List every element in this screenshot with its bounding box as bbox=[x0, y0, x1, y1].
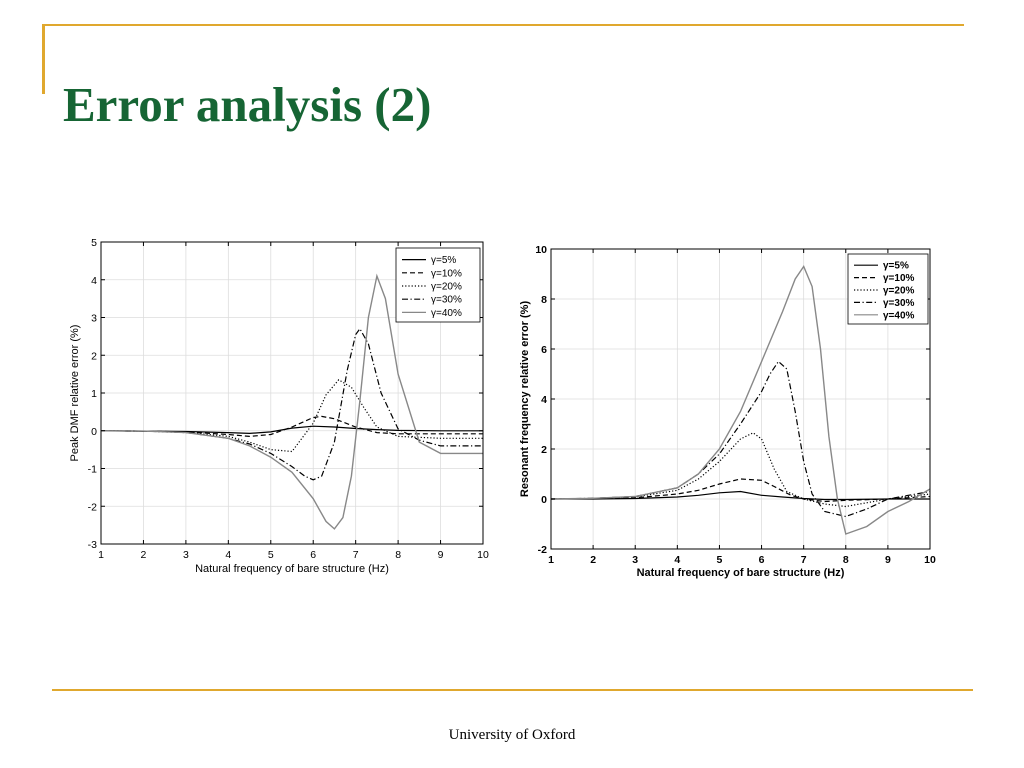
x-tick-label: 10 bbox=[924, 554, 936, 566]
x-tick-label: 3 bbox=[632, 554, 638, 566]
x-axis-label: Natural frequency of bare structure (Hz) bbox=[637, 567, 845, 579]
legend: γ=5%γ=10% γ=20%γ=30%γ=40% bbox=[847, 253, 929, 325]
series-line-2 bbox=[550, 478, 931, 503]
y-axis-label: Resonant frequency relative error (%) bbox=[519, 301, 531, 498]
x-tick-label: 5 bbox=[717, 554, 723, 566]
y-tick-label: 3 bbox=[91, 313, 97, 325]
y-tick-label: 2 bbox=[91, 350, 97, 362]
y-tick-label: 5 bbox=[91, 237, 97, 249]
legend-label: γ=10% bbox=[883, 273, 915, 284]
series-line-1 bbox=[551, 490, 930, 501]
x-tick-label: 9 bbox=[885, 554, 891, 566]
series-line-5 bbox=[550, 265, 931, 535]
y-tick-label: 6 bbox=[541, 344, 547, 356]
y-tick-label: -2 bbox=[538, 544, 547, 556]
y-tick-label: 0 bbox=[541, 494, 547, 506]
accent-vertical-line bbox=[42, 24, 45, 94]
legend-label: γ=30% bbox=[431, 295, 462, 306]
slide-footer: University of Oxford bbox=[448, 727, 576, 743]
x-tick-label: 4 bbox=[674, 554, 680, 566]
accent-top-line bbox=[42, 24, 964, 26]
x-tick-label: 10 bbox=[477, 549, 489, 561]
legend-label: γ=30% bbox=[883, 298, 915, 309]
series-group bbox=[550, 265, 931, 535]
slide-title: Error analysis (2) bbox=[63, 77, 432, 132]
x-tick-label: 9 bbox=[438, 549, 444, 561]
series-line-3 bbox=[100, 379, 483, 453]
legend-label: γ=10% bbox=[431, 268, 462, 279]
series-line-2 bbox=[100, 415, 483, 438]
y-tick-label: 4 bbox=[541, 394, 547, 406]
y-tick-label: 4 bbox=[91, 275, 97, 287]
legend-label: γ=5% bbox=[883, 261, 909, 272]
legend-label: γ=40% bbox=[883, 310, 915, 321]
legend-label: γ=5% bbox=[431, 255, 456, 266]
x-tick-label: 8 bbox=[843, 554, 849, 566]
legend-label: γ=20% bbox=[431, 282, 462, 293]
x-tick-label: 1 bbox=[98, 549, 104, 561]
legend-box bbox=[395, 247, 481, 323]
series-line-5 bbox=[100, 273, 483, 530]
series-group bbox=[100, 273, 483, 530]
x-tick-label: 2 bbox=[590, 554, 596, 566]
y-tick-label: -3 bbox=[88, 539, 97, 551]
x-tick-label: 6 bbox=[759, 554, 765, 566]
y-axis-label: Peak DMF relative error (%) bbox=[69, 325, 81, 462]
legend-label: γ=20% bbox=[883, 286, 915, 297]
y-tick-label: 8 bbox=[541, 294, 547, 306]
legend: γ=5% γ=10% γ=20% γ=30% γ=40% bbox=[395, 247, 481, 323]
x-tick-label: 6 bbox=[310, 549, 316, 561]
y-tick-label: 10 bbox=[535, 244, 547, 256]
y-tick-label: 2 bbox=[541, 444, 547, 456]
x-tick-label: 2 bbox=[141, 549, 147, 561]
x-tick-label: 1 bbox=[548, 554, 554, 566]
y-tick-label: -2 bbox=[88, 501, 97, 513]
ticks: 1 2 3 4 5 6 7 8 9 10 -2 0 2 4 6 8 10 bbox=[535, 244, 936, 566]
series-line-3 bbox=[550, 432, 931, 508]
y-tick-label: -1 bbox=[88, 464, 97, 476]
legend-label: γ=40% bbox=[431, 308, 462, 319]
y-tick-label: 1 bbox=[91, 388, 97, 400]
ticks: 1 2 3 4 5 6 7 8 9 10 -3 -2 -1 0 1 2 3 4 5 bbox=[88, 237, 489, 561]
x-axis-label: Natural frequency of bare structure (Hz) bbox=[195, 563, 389, 575]
x-tick-label: 7 bbox=[353, 549, 359, 561]
x-tick-label: 5 bbox=[268, 549, 274, 561]
y-tick-label: 0 bbox=[91, 426, 97, 438]
x-tick-label: 4 bbox=[225, 549, 231, 561]
x-tick-label: 7 bbox=[801, 554, 807, 566]
accent-bottom-line bbox=[52, 689, 973, 691]
series-line-1 bbox=[100, 425, 483, 435]
x-tick-label: 8 bbox=[395, 549, 401, 561]
x-tick-label: 3 bbox=[183, 549, 189, 561]
